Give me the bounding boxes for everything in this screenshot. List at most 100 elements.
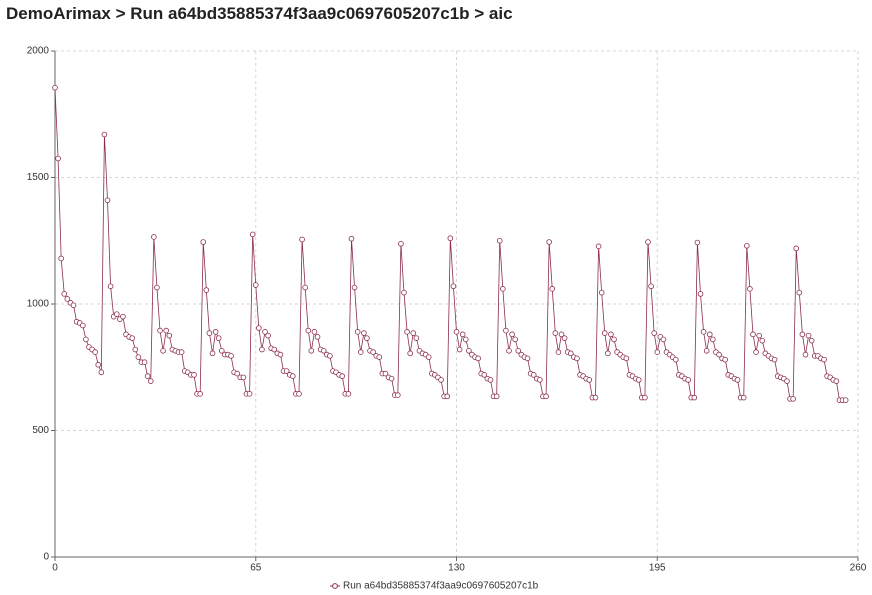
point-marker: [608, 331, 614, 338]
point-marker: [799, 331, 806, 338]
point-marker: [361, 330, 367, 336]
point-marker: [348, 235, 355, 242]
point-marker: [107, 283, 114, 290]
point-marker: [648, 283, 654, 290]
point-marker: [481, 372, 488, 378]
point-marker: [228, 353, 234, 359]
point-marker: [256, 325, 262, 331]
point-marker: [212, 329, 219, 335]
point-marker: [157, 327, 163, 334]
point-marker: [262, 329, 268, 335]
point-marker: [132, 346, 139, 353]
point-marker: [509, 331, 515, 338]
point-marker: [453, 329, 460, 335]
point-marker: [691, 394, 698, 401]
point-marker: [710, 336, 716, 343]
point-marker: [537, 377, 543, 383]
point-marker: [52, 84, 58, 91]
point-marker: [524, 355, 531, 362]
point-marker: [601, 330, 608, 336]
point-marker: [506, 348, 512, 354]
point-marker: [552, 330, 559, 336]
point-marker: [558, 331, 565, 338]
point-marker: [296, 391, 302, 397]
point-marker: [61, 291, 68, 297]
point-marker: [660, 336, 667, 343]
point-marker: [462, 336, 469, 343]
point-marker: [549, 286, 556, 292]
point-marker: [98, 369, 105, 376]
point-marker: [645, 239, 651, 245]
point-marker: [376, 354, 383, 360]
point-marker: [101, 131, 108, 138]
point-marker: [598, 289, 605, 296]
point-marker: [191, 372, 197, 378]
point-marker: [151, 234, 157, 240]
point-marker: [747, 286, 753, 292]
point-marker: [447, 235, 454, 242]
point-marker: [450, 283, 457, 290]
point-marker: [305, 327, 312, 334]
point-marker: [302, 284, 308, 291]
point-marker: [404, 329, 410, 335]
point-marker: [64, 296, 71, 302]
point-marker: [407, 350, 413, 357]
point-marker: [234, 370, 241, 377]
point-marker: [574, 355, 580, 362]
point-marker: [592, 394, 599, 401]
point-marker: [512, 336, 518, 343]
point-marker: [327, 353, 333, 359]
point-marker: [759, 337, 766, 344]
point-marker: [496, 237, 503, 244]
point-marker: [697, 291, 704, 297]
point-marker: [299, 236, 305, 243]
point-marker: [672, 356, 679, 363]
x-tick-label: 0: [52, 563, 58, 574]
point-marker: [113, 311, 120, 317]
point-marker: [95, 361, 102, 368]
point-marker: [351, 284, 358, 291]
point-marker: [694, 239, 701, 246]
point-marker: [178, 349, 185, 355]
point-marker: [796, 289, 803, 296]
point-marker: [744, 243, 750, 249]
point-marker: [314, 334, 321, 340]
point-marker: [308, 348, 315, 354]
point-marker: [500, 286, 506, 292]
point-marker: [503, 327, 509, 334]
point-marker: [277, 351, 284, 358]
point-marker: [197, 391, 203, 397]
point-marker: [160, 348, 166, 354]
point-marker: [154, 284, 160, 291]
point-marker: [459, 331, 466, 338]
point-marker: [784, 378, 790, 384]
breadcrumb-title: DemoArimax > Run a64bd35885374f3aa9c0697…: [6, 4, 513, 23]
point-marker: [135, 354, 142, 360]
point-marker: [215, 335, 222, 341]
y-tick-label: 500: [32, 425, 49, 436]
point-marker: [104, 197, 111, 204]
point-marker: [555, 349, 562, 355]
y-tick-label: 2000: [27, 46, 50, 57]
point-marker: [475, 355, 481, 362]
point-marker: [339, 373, 346, 379]
point-marker: [753, 349, 759, 355]
y-tick-label: 1500: [27, 172, 50, 183]
point-marker: [740, 394, 747, 401]
point-marker: [413, 335, 420, 341]
point-marker: [290, 373, 296, 379]
point-marker: [144, 373, 151, 379]
point-marker: [716, 351, 722, 358]
point-marker: [466, 348, 472, 354]
point-marker: [249, 231, 256, 238]
point-marker: [240, 374, 247, 381]
point-marker: [543, 393, 549, 400]
x-tick-label: 65: [250, 563, 262, 574]
point-marker: [546, 239, 552, 245]
point-marker: [79, 322, 86, 329]
point-marker: [438, 377, 444, 383]
point-marker: [756, 332, 762, 339]
point-marker: [821, 356, 827, 363]
point-marker: [357, 349, 364, 355]
y-tick-label: 1000: [27, 299, 50, 310]
